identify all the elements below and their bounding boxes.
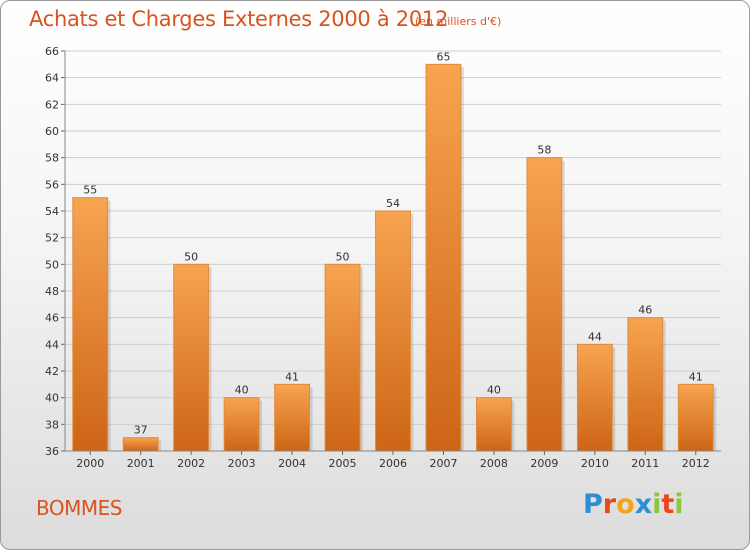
y-tick-label: 64 — [45, 72, 59, 85]
y-tick-label: 42 — [45, 365, 59, 378]
bar-2004 — [274, 383, 310, 452]
y-tick-label: 40 — [45, 392, 59, 405]
x-tick-label: 2010 — [581, 457, 609, 470]
y-tick-label: 66 — [45, 45, 59, 58]
x-tick-label: 2007 — [429, 457, 457, 470]
x-tick-label: 2004 — [278, 457, 306, 470]
value-label: 65 — [436, 50, 450, 63]
logo-letter: i — [674, 489, 684, 520]
value-label: 55 — [83, 184, 97, 197]
axes: 36 38 40 42 44 46 48 50 52 54 56 58 60 62 64 66 — [45, 45, 721, 458]
bar-2000 — [72, 197, 109, 452]
y-tick-label: 36 — [45, 445, 59, 458]
value-label: 41 — [689, 370, 703, 383]
x-tick-label: 2001 — [127, 457, 155, 470]
bars — [72, 63, 717, 452]
bar-2003 — [223, 397, 260, 452]
y-tick-label: 38 — [45, 418, 59, 431]
x-tick-label: 2008 — [480, 457, 508, 470]
x-tick-label: 2002 — [177, 457, 205, 470]
value-label: 54 — [386, 197, 400, 210]
bar-2010 — [576, 343, 613, 452]
logo-letter: t — [661, 489, 675, 520]
y-tick-label: 58 — [45, 152, 59, 165]
x-tick-label: 2006 — [379, 457, 407, 470]
value-label: 37 — [134, 424, 148, 437]
bar-2009 — [526, 157, 563, 452]
logo-letter: o — [616, 489, 635, 520]
bar-2011 — [627, 317, 664, 452]
value-label: 50 — [184, 250, 198, 263]
x-tick-label: 2009 — [530, 457, 558, 470]
x-tick-label: 2011 — [631, 457, 659, 470]
logo-letter: x — [634, 489, 653, 520]
y-tick-label: 46 — [45, 312, 59, 325]
bar-2012 — [677, 383, 714, 452]
bar-2002 — [173, 263, 210, 452]
value-label: 44 — [588, 330, 602, 343]
y-tick-label: 54 — [45, 205, 59, 218]
logo-letter: i — [652, 489, 662, 520]
bar-2005 — [324, 263, 361, 452]
bar-2006 — [375, 210, 411, 452]
value-label: 40 — [487, 384, 501, 397]
y-tick-label: 56 — [45, 178, 59, 191]
x-tick-label: 2005 — [329, 457, 357, 470]
y-tick-label: 44 — [45, 338, 59, 351]
y-tick-label: 48 — [45, 285, 59, 298]
bar-2001 — [122, 437, 159, 452]
x-tick-label: 2003 — [228, 457, 256, 470]
value-label: 50 — [336, 250, 350, 263]
y-tick-label: 60 — [45, 125, 59, 138]
value-label: 46 — [638, 304, 652, 317]
y-tick-label: 50 — [45, 258, 59, 271]
y-tick-label: 62 — [45, 98, 59, 111]
bar-2008 — [476, 397, 512, 452]
value-label: 41 — [285, 370, 299, 383]
x-tick-label: 2000 — [76, 457, 104, 470]
value-label: 40 — [235, 384, 249, 397]
chart-title: Achats et Charges Externes 2000 à 2012 — [29, 7, 449, 31]
x-tick-label: 2012 — [682, 457, 710, 470]
bar-2007 — [425, 63, 462, 452]
commune-name: BOMMES — [36, 496, 122, 520]
value-label: 58 — [537, 144, 551, 157]
logo-letter: P — [583, 489, 603, 520]
chart-subtitle: (en milliers d'€) — [415, 15, 502, 28]
logo-letter: r — [602, 489, 617, 520]
y-tick-label: 52 — [45, 232, 59, 245]
labels: 55 2000 37 2001 50 2002 40 2003 41 2004 50 2005 54 20… — [76, 50, 710, 470]
